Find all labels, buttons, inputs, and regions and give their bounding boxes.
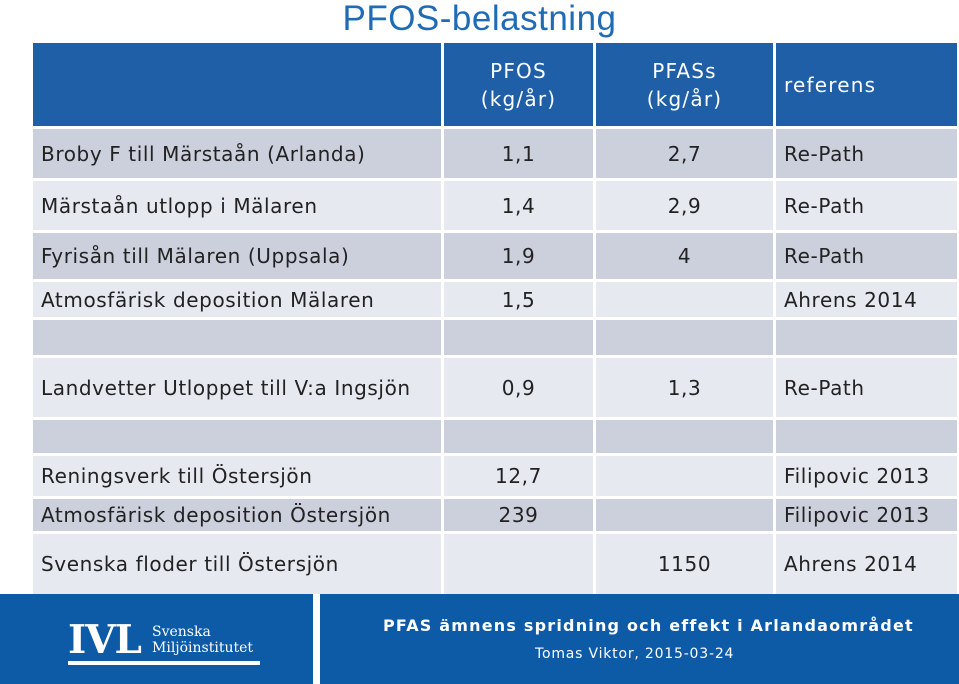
cell-empty bbox=[33, 420, 441, 453]
header-pfos: PFOS (kg/år) bbox=[444, 43, 593, 126]
footer-divider bbox=[313, 594, 320, 684]
cell-pfos: 1,9 bbox=[444, 233, 593, 279]
logo-underline bbox=[68, 661, 260, 665]
table-row: Broby F till Märstaån (Arlanda) 1,1 2,7 … bbox=[33, 129, 957, 178]
footer-bar: IVL Svenska Miljöinstitutet bbox=[0, 594, 959, 684]
cell-referens: Re-Path bbox=[776, 129, 957, 178]
table-row-empty bbox=[33, 420, 957, 453]
cell-referens: Filipovic 2013 bbox=[776, 456, 957, 496]
cell-source: Atmosfärisk deposition Mälaren bbox=[33, 282, 441, 317]
logo-name-line1: Svenska bbox=[152, 624, 211, 640]
logo-org-name: Svenska Miljöinstitutet bbox=[152, 624, 253, 656]
cell-referens: Ahrens 2014 bbox=[776, 534, 957, 594]
cell-source: Atmosfärisk deposition Östersjön bbox=[33, 499, 441, 531]
table-row: Märstaån utlopp i Mälaren 1,4 2,9 Re-Pat… bbox=[33, 181, 957, 230]
cell-pfass bbox=[596, 499, 773, 531]
header-pfos-line1: PFOS bbox=[490, 58, 547, 83]
header-referens: referens bbox=[776, 43, 957, 126]
cell-referens: Re-Path bbox=[776, 358, 957, 417]
table-header-row: PFOS (kg/år) PFASs (kg/år) referens bbox=[33, 43, 957, 126]
table-row: Reningsverk till Östersjön 12,7 Filipovi… bbox=[33, 456, 957, 496]
cell-pfos: 12,7 bbox=[444, 456, 593, 496]
cell-pfos: 239 bbox=[444, 499, 593, 531]
header-pfass: PFASs (kg/år) bbox=[596, 43, 773, 126]
cell-pfos: 1,5 bbox=[444, 282, 593, 317]
cell-pfass bbox=[596, 282, 773, 317]
ivl-logo: IVL Svenska Miljöinstitutet bbox=[0, 594, 313, 684]
header-pfass-line1: PFASs bbox=[652, 58, 717, 83]
header-source bbox=[33, 43, 441, 126]
cell-source: Svenska floder till Östersjön bbox=[33, 534, 441, 594]
cell-pfass bbox=[596, 456, 773, 496]
author-date: Tomas Viktor, 2015-03-24 bbox=[535, 646, 735, 662]
logo-name-line2: Miljöinstitutet bbox=[152, 640, 254, 656]
presentation-title: PFAS ämnens spridning och effekt i Arlan… bbox=[383, 616, 914, 635]
pfos-load-table: PFOS (kg/år) PFASs (kg/år) referens Brob… bbox=[30, 40, 959, 597]
table-row: Landvetter Utloppet till V:a Ingsjön 0,9… bbox=[33, 358, 957, 417]
cell-pfos: 0,9 bbox=[444, 358, 593, 417]
cell-source: Reningsverk till Östersjön bbox=[33, 456, 441, 496]
cell-referens: Re-Path bbox=[776, 181, 957, 230]
cell-source: Fyrisån till Mälaren (Uppsala) bbox=[33, 233, 441, 279]
cell-empty bbox=[596, 420, 773, 453]
table-row-empty bbox=[33, 320, 957, 355]
cell-referens: Ahrens 2014 bbox=[776, 282, 957, 317]
cell-empty bbox=[444, 320, 593, 355]
cell-pfass: 1,3 bbox=[596, 358, 773, 417]
cell-pfass: 1150 bbox=[596, 534, 773, 594]
cell-empty bbox=[776, 420, 957, 453]
cell-empty bbox=[33, 320, 441, 355]
cell-referens: Filipovic 2013 bbox=[776, 499, 957, 531]
header-pfos-line2: (kg/år) bbox=[480, 86, 557, 111]
table-row: Atmosfärisk deposition Mälaren 1,5 Ahren… bbox=[33, 282, 957, 317]
table-row: Atmosfärisk deposition Östersjön 239 Fil… bbox=[33, 499, 957, 531]
cell-pfos: 1,4 bbox=[444, 181, 593, 230]
logo-wordmark: IVL bbox=[68, 617, 142, 663]
cell-pfos bbox=[444, 534, 593, 594]
cell-pfass: 2,7 bbox=[596, 129, 773, 178]
header-pfass-line2: (kg/år) bbox=[646, 86, 723, 111]
table-row: Svenska floder till Östersjön 1150 Ahren… bbox=[33, 534, 957, 594]
cell-referens: Re-Path bbox=[776, 233, 957, 279]
cell-empty bbox=[444, 420, 593, 453]
cell-empty bbox=[776, 320, 957, 355]
cell-pfass: 4 bbox=[596, 233, 773, 279]
cell-empty bbox=[596, 320, 773, 355]
cell-pfos: 1,1 bbox=[444, 129, 593, 178]
cell-pfass: 2,9 bbox=[596, 181, 773, 230]
cell-source: Landvetter Utloppet till V:a Ingsjön bbox=[33, 358, 441, 417]
cell-source: Märstaån utlopp i Mälaren bbox=[33, 181, 441, 230]
table-row: Fyrisån till Mälaren (Uppsala) 1,9 4 Re-… bbox=[33, 233, 957, 279]
cell-source: Broby F till Märstaån (Arlanda) bbox=[33, 129, 441, 178]
slide-title: PFOS-belastning bbox=[342, 0, 617, 38]
